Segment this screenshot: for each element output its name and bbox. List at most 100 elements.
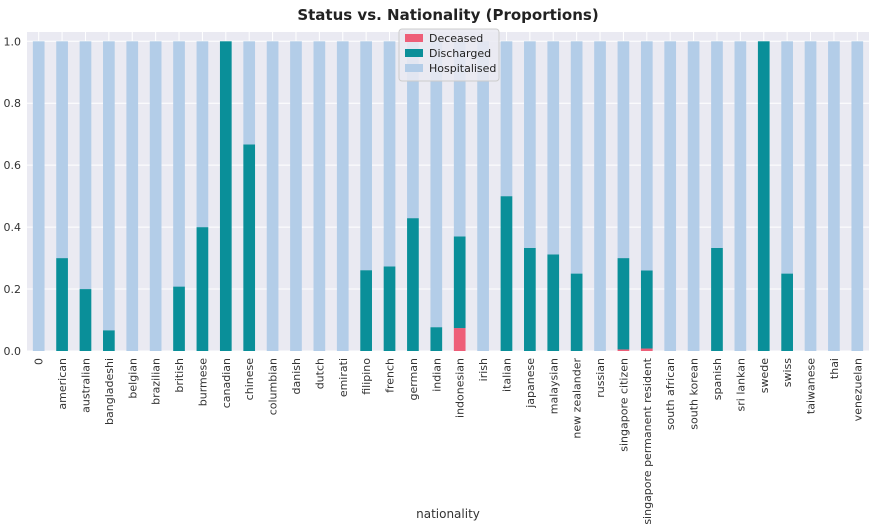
- bar-segment-hospitalised: [594, 41, 606, 352]
- x-tick-label: bangladeshi: [103, 358, 116, 425]
- bar-segment-discharged: [103, 330, 115, 351]
- x-tick-label: venezuelan: [851, 358, 864, 421]
- bar-segment-hospitalised: [781, 41, 793, 274]
- bar-segment-hospitalised: [477, 41, 489, 352]
- bar-segment-discharged: [360, 270, 372, 351]
- bar-segment-hospitalised: [32, 41, 45, 352]
- x-tick-label: spanish: [711, 358, 724, 400]
- x-tick-label: south african: [664, 358, 677, 430]
- bar-segment-discharged: [781, 273, 793, 351]
- bar-segment-discharged: [570, 273, 583, 351]
- bar-segment-discharged: [430, 327, 443, 351]
- bar-segment-hospitalised: [524, 41, 536, 248]
- x-tick-label: chinese: [243, 358, 256, 401]
- bar-segment-hospitalised: [570, 41, 583, 274]
- y-tick-label: 0.4: [4, 221, 22, 234]
- x-axis-label: nationality: [416, 507, 480, 521]
- legend-swatch-discharged: [405, 49, 423, 57]
- x-tick-label: british: [173, 358, 186, 393]
- x-tick-label: 0: [33, 358, 46, 365]
- x-tick-label: burmese: [196, 358, 209, 406]
- bar-segment-hospitalised: [266, 41, 279, 352]
- bar-segment-discharged: [196, 227, 209, 351]
- bar-segment-hospitalised: [173, 41, 185, 287]
- bar-segment-deceased: [617, 349, 630, 351]
- bar-segment-discharged: [173, 286, 185, 351]
- x-tick-label: emirati: [337, 358, 350, 397]
- bar-segment-hospitalised: [383, 41, 396, 267]
- bar-segment-hospitalised: [290, 41, 302, 352]
- bar-segment-hospitalised: [430, 41, 443, 328]
- bar-segment-hospitalised: [407, 41, 419, 219]
- bar-segment-discharged: [453, 236, 466, 329]
- bar-segment-discharged: [640, 270, 653, 349]
- x-tick-label: thai: [828, 358, 841, 379]
- x-tick-label: sri lankan: [734, 358, 747, 411]
- bar-segment-discharged: [407, 218, 419, 351]
- x-tick-label: indonesian: [454, 358, 467, 418]
- x-tick-label: south korean: [688, 358, 701, 430]
- legend-label-deceased: Deceased: [429, 32, 483, 45]
- x-tick-label: australian: [79, 358, 92, 413]
- y-tick-label: 1.0: [4, 35, 22, 48]
- x-tick-label: singapore permanent resident: [641, 357, 654, 524]
- bar-segment-hospitalised: [664, 41, 677, 352]
- bar-segment-discharged: [79, 289, 92, 351]
- bar-segment-hospitalised: [687, 41, 700, 352]
- legend-box: [398, 28, 500, 82]
- x-tick-label: irish: [477, 358, 490, 381]
- x-tick-label: malaysian: [547, 358, 560, 414]
- legend-label-discharged: Discharged: [429, 47, 491, 60]
- bar-segment-hospitalised: [243, 41, 256, 145]
- bar-segment-discharged: [383, 266, 396, 351]
- bar-segment-deceased: [453, 328, 466, 351]
- bar-segment-hospitalised: [500, 41, 513, 197]
- bar-segment-hospitalised: [149, 41, 162, 352]
- y-tick-label: 0.0: [4, 345, 22, 358]
- x-tick-label: taiwanese: [805, 358, 818, 414]
- bar-segment-hospitalised: [547, 41, 560, 255]
- bar-segment-hospitalised: [196, 41, 209, 228]
- bar-segment-hospitalised: [711, 41, 723, 248]
- x-tick-label: american: [56, 358, 69, 410]
- bar-segment-hospitalised: [851, 41, 864, 352]
- x-tick-label: singapore citizen: [617, 358, 630, 452]
- y-axis-ticks: 0.0 0.2 0.4 0.6 0.8 1.0: [4, 35, 22, 358]
- x-tick-label: danish: [290, 358, 303, 394]
- bar-segment-discharged: [243, 144, 256, 351]
- x-tick-label: italian: [500, 358, 513, 392]
- bar-segment-discharged: [219, 41, 232, 352]
- x-tick-label: swede: [758, 358, 771, 393]
- x-tick-label: brazilian: [150, 358, 163, 405]
- x-tick-label: dutch: [313, 358, 326, 389]
- bar-segment-discharged: [524, 247, 536, 351]
- x-tick-label: belgian: [126, 358, 139, 399]
- bar-segment-discharged: [711, 247, 723, 351]
- legend-swatch-hospitalised: [405, 64, 423, 72]
- bar-segment-hospitalised: [453, 41, 466, 237]
- x-tick-label: french: [384, 358, 397, 393]
- y-tick-label: 0.8: [4, 97, 22, 110]
- bar-segment-hospitalised: [828, 41, 840, 352]
- bar-segment-hospitalised: [79, 41, 92, 290]
- x-tick-label: new zealander: [571, 358, 584, 439]
- bar-segment-hospitalised: [56, 41, 68, 259]
- bar-segment-hospitalised: [734, 41, 747, 352]
- x-tick-label: filipino: [360, 358, 373, 395]
- x-tick-label: russian: [594, 358, 607, 398]
- bar-segment-discharged: [617, 258, 630, 350]
- plot-area-background: [27, 32, 869, 351]
- bar-segment-hospitalised: [640, 41, 653, 271]
- bar-segment-discharged: [757, 41, 770, 352]
- legend: Deceased Discharged Hospitalised: [398, 28, 500, 82]
- bar-segment-hospitalised: [336, 41, 349, 352]
- chart-title: Status vs. Nationality (Proportions): [297, 6, 598, 24]
- bar-segment-discharged: [56, 258, 68, 351]
- x-tick-label: indian: [430, 358, 443, 392]
- x-axis-ticks: 0 american australian bangladeshi belgian bra…: [33, 357, 865, 524]
- bar-segment-hospitalised: [617, 41, 630, 259]
- bar-segment-hospitalised: [313, 41, 326, 352]
- x-tick-label: japanese: [524, 358, 537, 409]
